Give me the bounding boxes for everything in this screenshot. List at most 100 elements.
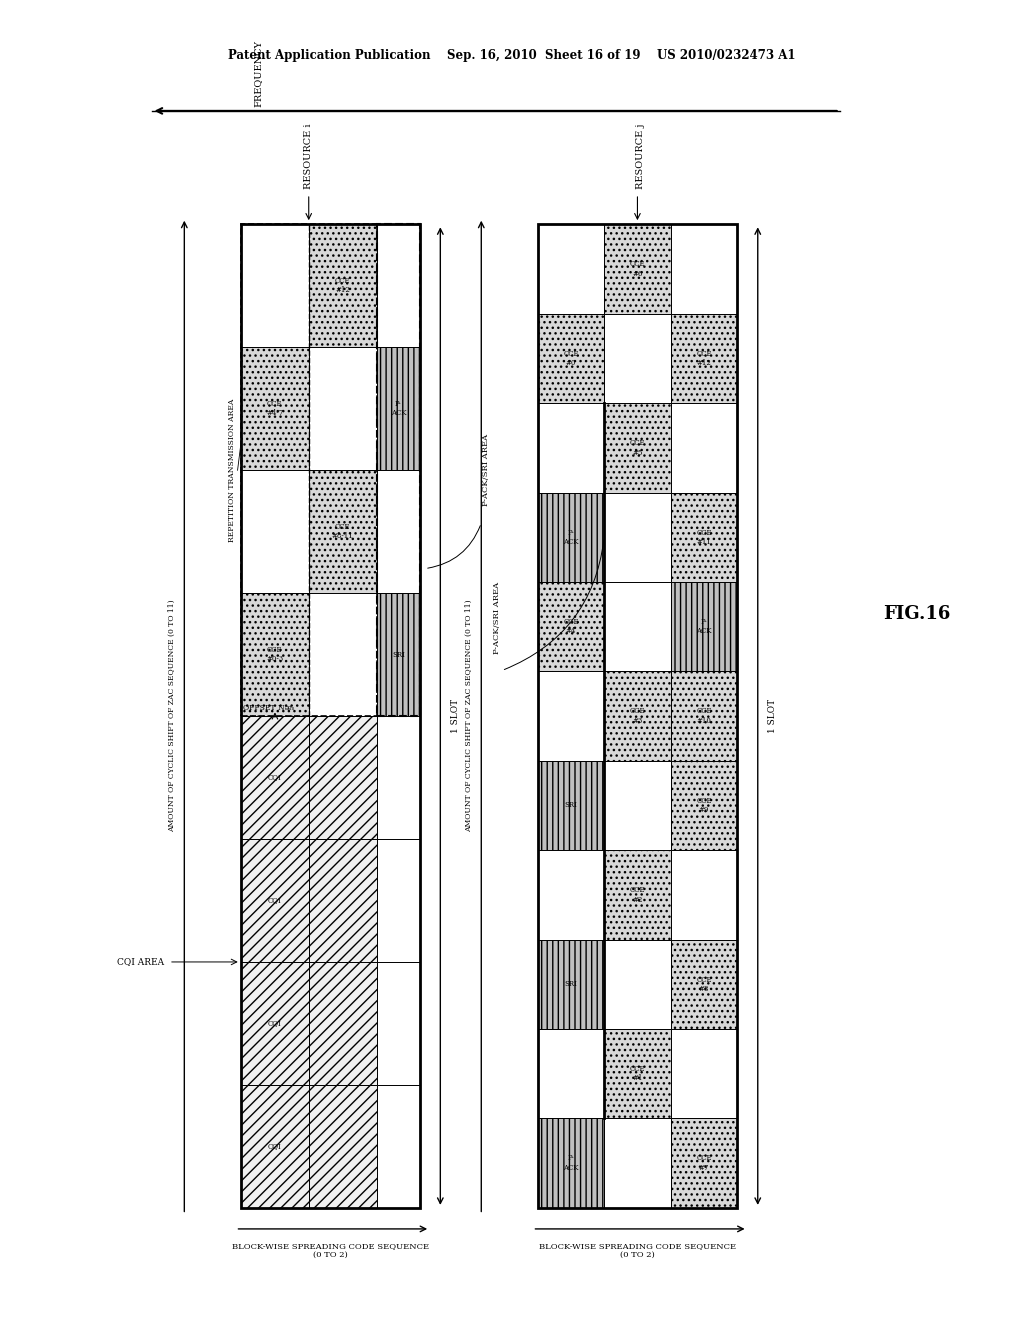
Bar (241, 224, 309, 347)
Text: RESOURCE i: RESOURCE i (304, 123, 313, 189)
Text: OFFSET Nᴂₛ: OFFSET Nᴂₛ (243, 704, 294, 713)
Bar (538, 582, 604, 672)
Bar (377, 715, 420, 840)
Bar (604, 1030, 671, 1118)
Text: CCE
#5: CCE #5 (630, 440, 645, 457)
Text: CQI: CQI (268, 1019, 282, 1027)
Text: CQI: CQI (268, 1142, 282, 1150)
Bar (538, 224, 737, 1208)
Text: CCE
#1: CCE #1 (630, 1065, 645, 1082)
Text: CCE
#11: CCE #11 (696, 529, 712, 546)
Bar (538, 492, 604, 582)
Bar (538, 403, 604, 492)
Text: P-
ACK: P- ACK (696, 618, 712, 635)
Text: CCE
#8: CCE #8 (696, 975, 712, 993)
Bar (377, 593, 420, 715)
Bar (671, 1030, 737, 1118)
Bar (309, 347, 377, 470)
Bar (377, 224, 420, 347)
Bar (309, 715, 377, 840)
Bar (604, 672, 671, 760)
Bar (377, 224, 420, 715)
Bar (309, 470, 377, 593)
Bar (241, 593, 309, 715)
Bar (604, 403, 671, 492)
Bar (377, 347, 420, 470)
Bar (538, 1118, 604, 1208)
Text: BLOCK-WISE SPREADING CODE SEQUENCE
(0 TO 2): BLOCK-WISE SPREADING CODE SEQUENCE (0 TO… (539, 1242, 736, 1259)
Bar (671, 492, 737, 582)
Bar (241, 347, 309, 470)
Bar (671, 403, 737, 492)
Bar (671, 224, 737, 314)
Bar (671, 940, 737, 1030)
Bar (241, 962, 309, 1085)
Bar (604, 1118, 671, 1208)
Text: CCE
#6: CCE #6 (630, 260, 645, 277)
Text: SRI: SRI (564, 981, 578, 989)
Text: AMOUNT OF CYCLIC SHIFT OF ZAC SEQUENCE (0 TO 11): AMOUNT OF CYCLIC SHIFT OF ZAC SEQUENCE (… (168, 599, 176, 833)
Bar (309, 593, 377, 715)
Text: CCE
#4: CCE #4 (563, 618, 579, 635)
Text: 1 SLOT: 1 SLOT (451, 700, 460, 733)
Text: CQI: CQI (268, 896, 282, 904)
Bar (309, 224, 377, 347)
Text: P-ACK/SRI AREA: P-ACK/SRI AREA (493, 582, 501, 653)
Bar (377, 962, 420, 1085)
Text: P-
ACK: P- ACK (563, 529, 579, 546)
Bar (671, 314, 737, 403)
Text: SRI: SRI (392, 651, 404, 659)
Bar (604, 850, 671, 940)
Text: CCE
#0: CCE #0 (563, 350, 579, 367)
Text: P-
ACK: P- ACK (390, 400, 407, 417)
Bar (604, 582, 671, 672)
Bar (538, 314, 604, 403)
Text: 1 SLOT: 1 SLOT (768, 700, 777, 733)
Text: FREQUENCY: FREQUENCY (254, 40, 263, 107)
Text: CQI: CQI (268, 774, 282, 781)
Bar (241, 470, 309, 593)
Bar (604, 940, 671, 1030)
Text: P-ACK/SRI AREA: P-ACK/SRI AREA (482, 434, 490, 507)
Bar (604, 492, 671, 582)
Text: P-
ACK: P- ACK (563, 1155, 579, 1172)
Bar (377, 840, 420, 962)
Bar (241, 715, 309, 840)
Bar (538, 850, 604, 940)
Bar (538, 224, 604, 314)
Bar (538, 1030, 604, 1118)
Bar (309, 1085, 377, 1208)
Bar (241, 840, 309, 962)
Bar (604, 314, 671, 403)
Text: CCE
#12: CCE #12 (696, 350, 712, 367)
Bar (604, 224, 671, 314)
Bar (671, 1118, 737, 1208)
Bar (241, 1085, 309, 1208)
Text: CQI AREA: CQI AREA (117, 957, 164, 966)
Text: CCE
#8-11: CCE #8-11 (332, 523, 353, 540)
Text: FIG.16: FIG.16 (883, 605, 950, 623)
Text: CCE
#3: CCE #3 (630, 708, 645, 725)
Bar (309, 840, 377, 962)
Text: BLOCK-WISE SPREADING CODE SEQUENCE
(0 TO 2): BLOCK-WISE SPREADING CODE SEQUENCE (0 TO… (231, 1242, 429, 1259)
Text: CCE
#2: CCE #2 (630, 886, 645, 903)
Bar (538, 760, 604, 850)
Bar (538, 672, 604, 760)
Text: SRI: SRI (564, 801, 578, 809)
Text: CCE
#4-7: CCE #4-7 (266, 400, 284, 417)
Bar (377, 1085, 420, 1208)
Bar (241, 224, 420, 1208)
Text: REPETITION TRANSMISSION AREA: REPETITION TRANSMISSION AREA (227, 399, 236, 543)
Text: CCE
#10: CCE #10 (696, 708, 712, 725)
Text: CCE
#0-3: CCE #0-3 (266, 645, 284, 663)
Text: CCE
#7: CCE #7 (696, 1155, 712, 1172)
Bar (671, 582, 737, 672)
Text: RESOURCE j: RESOURCE j (636, 123, 645, 189)
Bar (309, 962, 377, 1085)
Text: CCE
#9: CCE #9 (696, 797, 712, 814)
Text: AMOUNT OF CYCLIC SHIFT OF ZAC SEQUENCE (0 TO 11): AMOUNT OF CYCLIC SHIFT OF ZAC SEQUENCE (… (465, 599, 473, 833)
Text: Patent Application Publication    Sep. 16, 2010  Sheet 16 of 19    US 2010/02324: Patent Application Publication Sep. 16, … (228, 49, 796, 62)
Text: CCE
#12: CCE #12 (335, 277, 350, 294)
Bar (241, 224, 377, 715)
Bar (671, 672, 737, 760)
